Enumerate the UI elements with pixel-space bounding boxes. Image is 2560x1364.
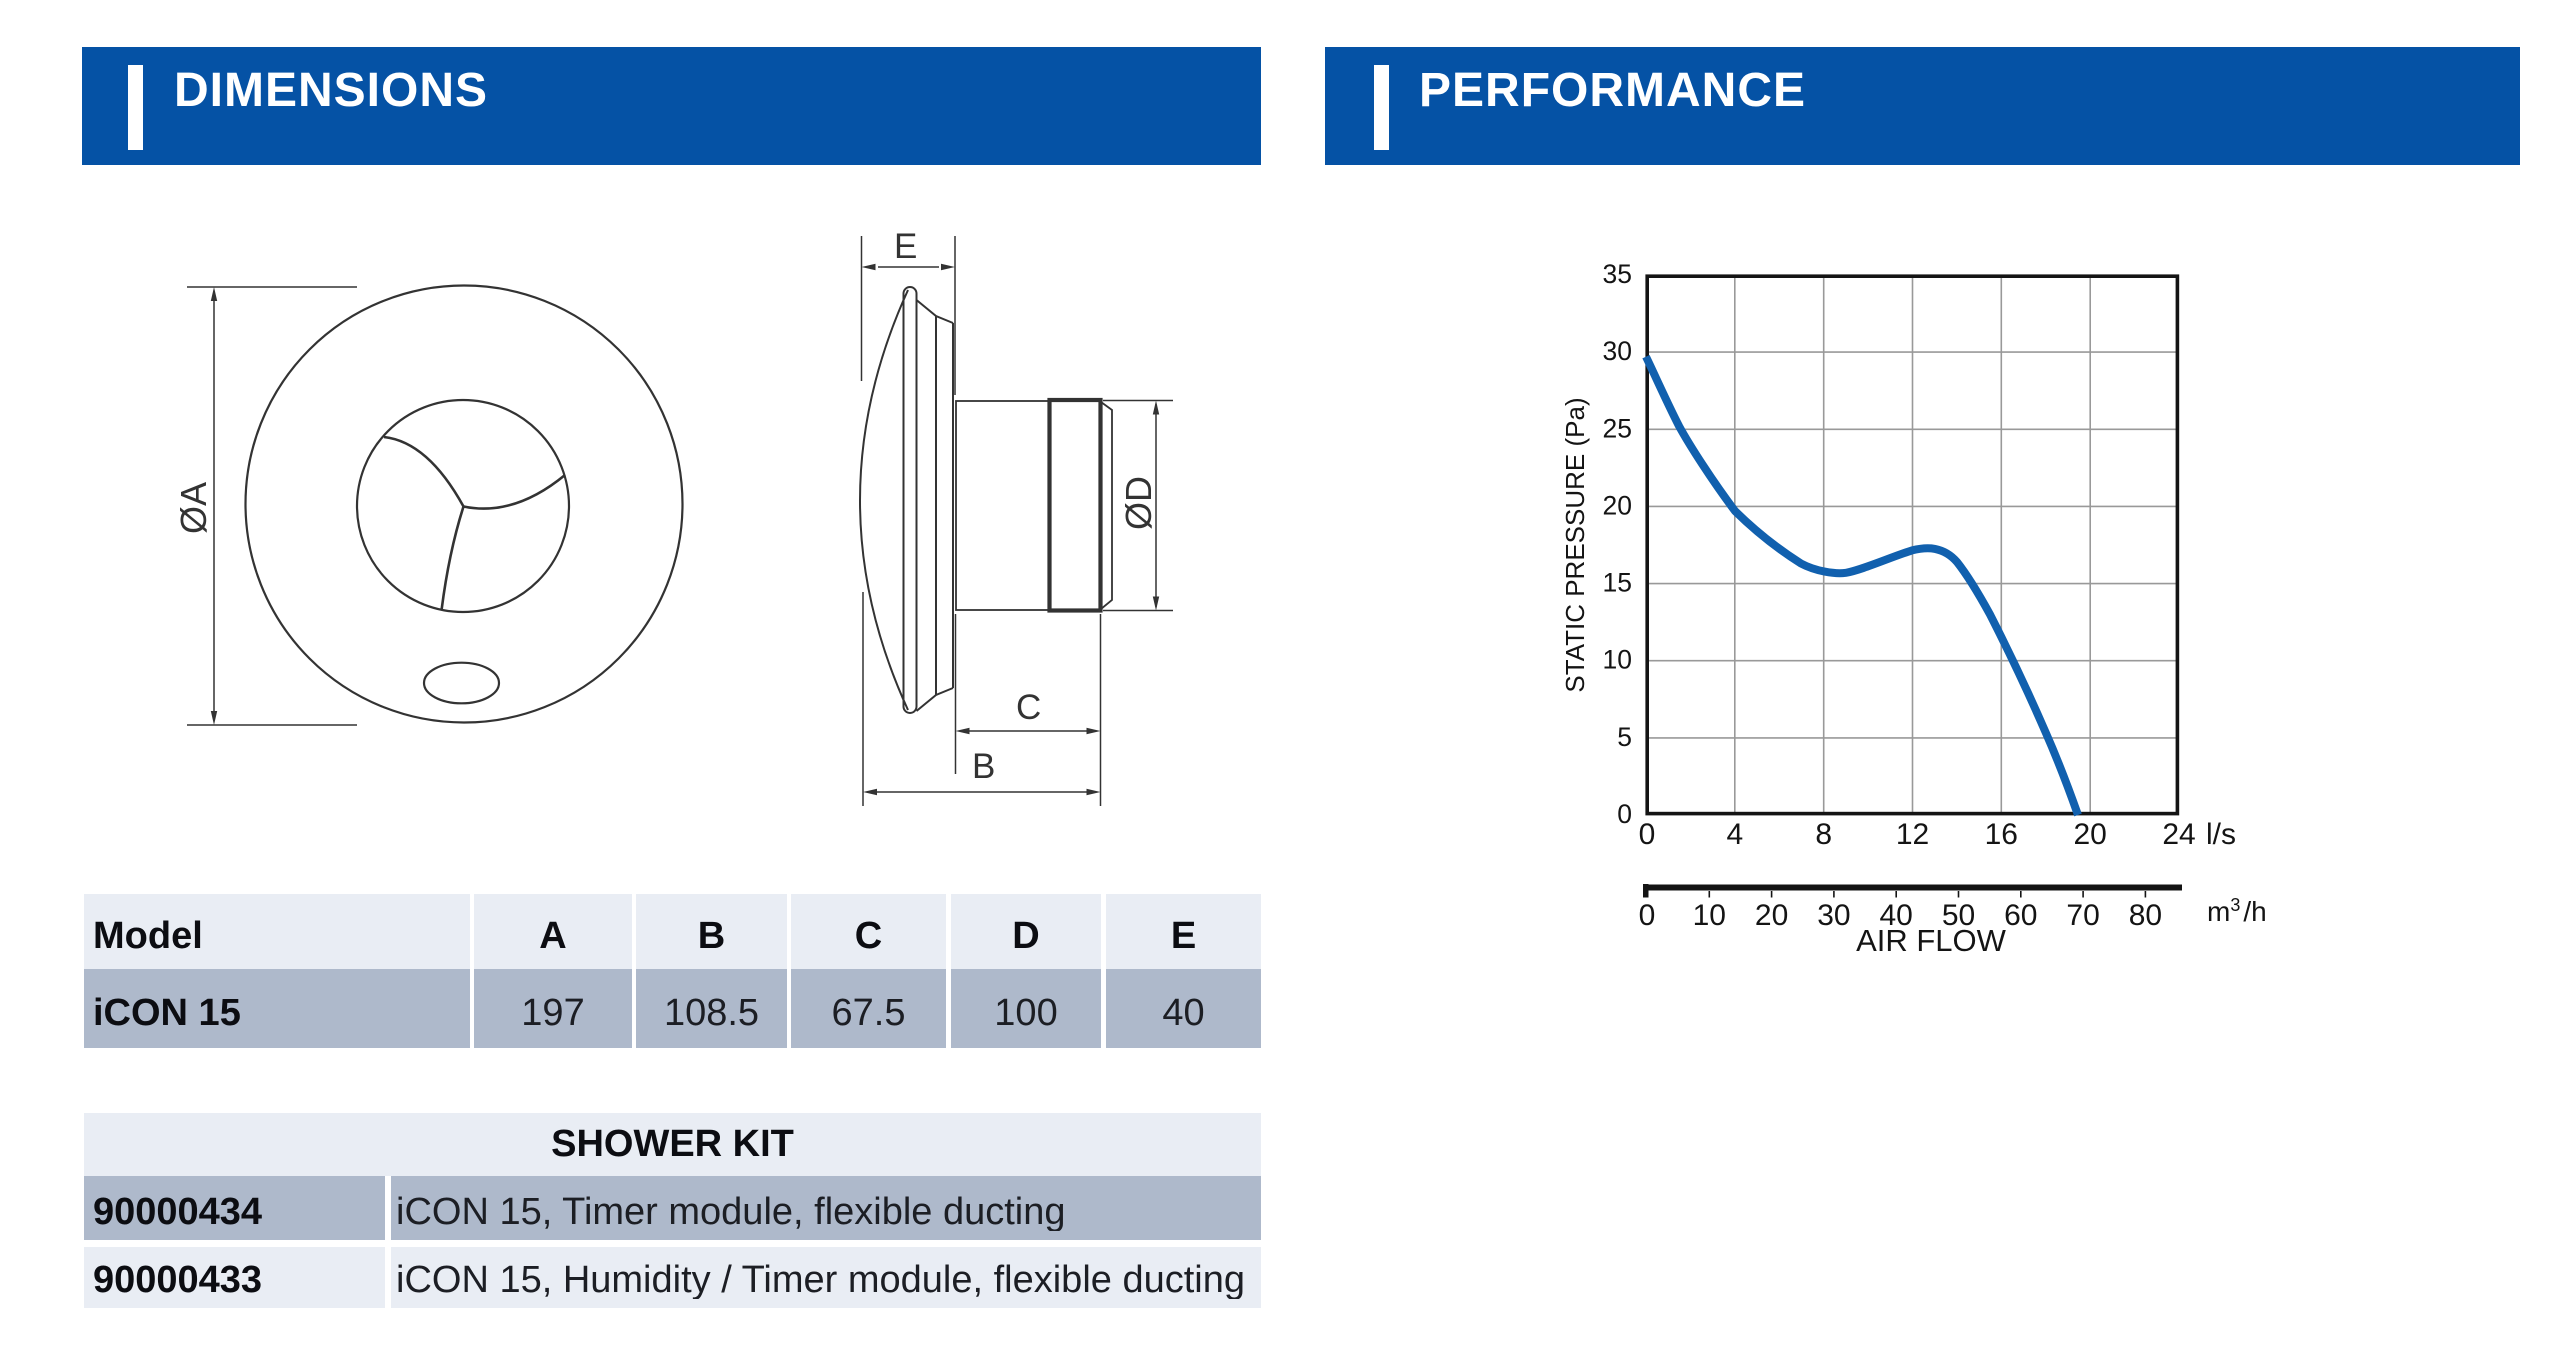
svg-text:80: 80 [2129,899,2162,932]
svg-text:12: 12 [1896,818,1929,851]
svg-text:0: 0 [1617,799,1632,829]
svg-text:0: 0 [1639,818,1656,851]
svg-text:AIR FLOW: AIR FLOW [1856,923,2007,958]
svg-text:5: 5 [1617,722,1632,752]
svg-text:ØD: ØD [1118,476,1159,530]
svg-text:15: 15 [1603,568,1632,598]
svg-text:35: 35 [1603,259,1632,289]
svg-text:10: 10 [1693,899,1726,932]
svg-text:10: 10 [1603,645,1632,675]
svg-text:25: 25 [1603,413,1632,443]
svg-text:16: 16 [1985,818,2018,851]
svg-text:4: 4 [1726,818,1743,851]
svg-text:70: 70 [2066,899,2099,932]
svg-text:ØA: ØA [173,482,214,534]
svg-text:8: 8 [1815,818,1832,851]
svg-text:l/s: l/s [2206,818,2236,851]
svg-text:24: 24 [2162,818,2195,851]
svg-text:C: C [1016,688,1041,727]
svg-text:50: 50 [1942,899,1975,932]
svg-text:20: 20 [2074,818,2107,851]
svg-text:0: 0 [1639,899,1656,932]
svg-text:20: 20 [1603,490,1632,520]
svg-text:30: 30 [1603,336,1632,366]
svg-text:B: B [972,747,995,786]
svg-text:60: 60 [2004,899,2037,932]
svg-text:E: E [894,227,917,266]
svg-text:40: 40 [1880,899,1913,932]
svg-text:m3/h: m3/h [2207,895,2267,927]
svg-text:30: 30 [1817,899,1850,932]
svg-text:20: 20 [1755,899,1788,932]
svg-text:STATIC PRESSURE (Pa): STATIC PRESSURE (Pa) [1560,397,1590,692]
